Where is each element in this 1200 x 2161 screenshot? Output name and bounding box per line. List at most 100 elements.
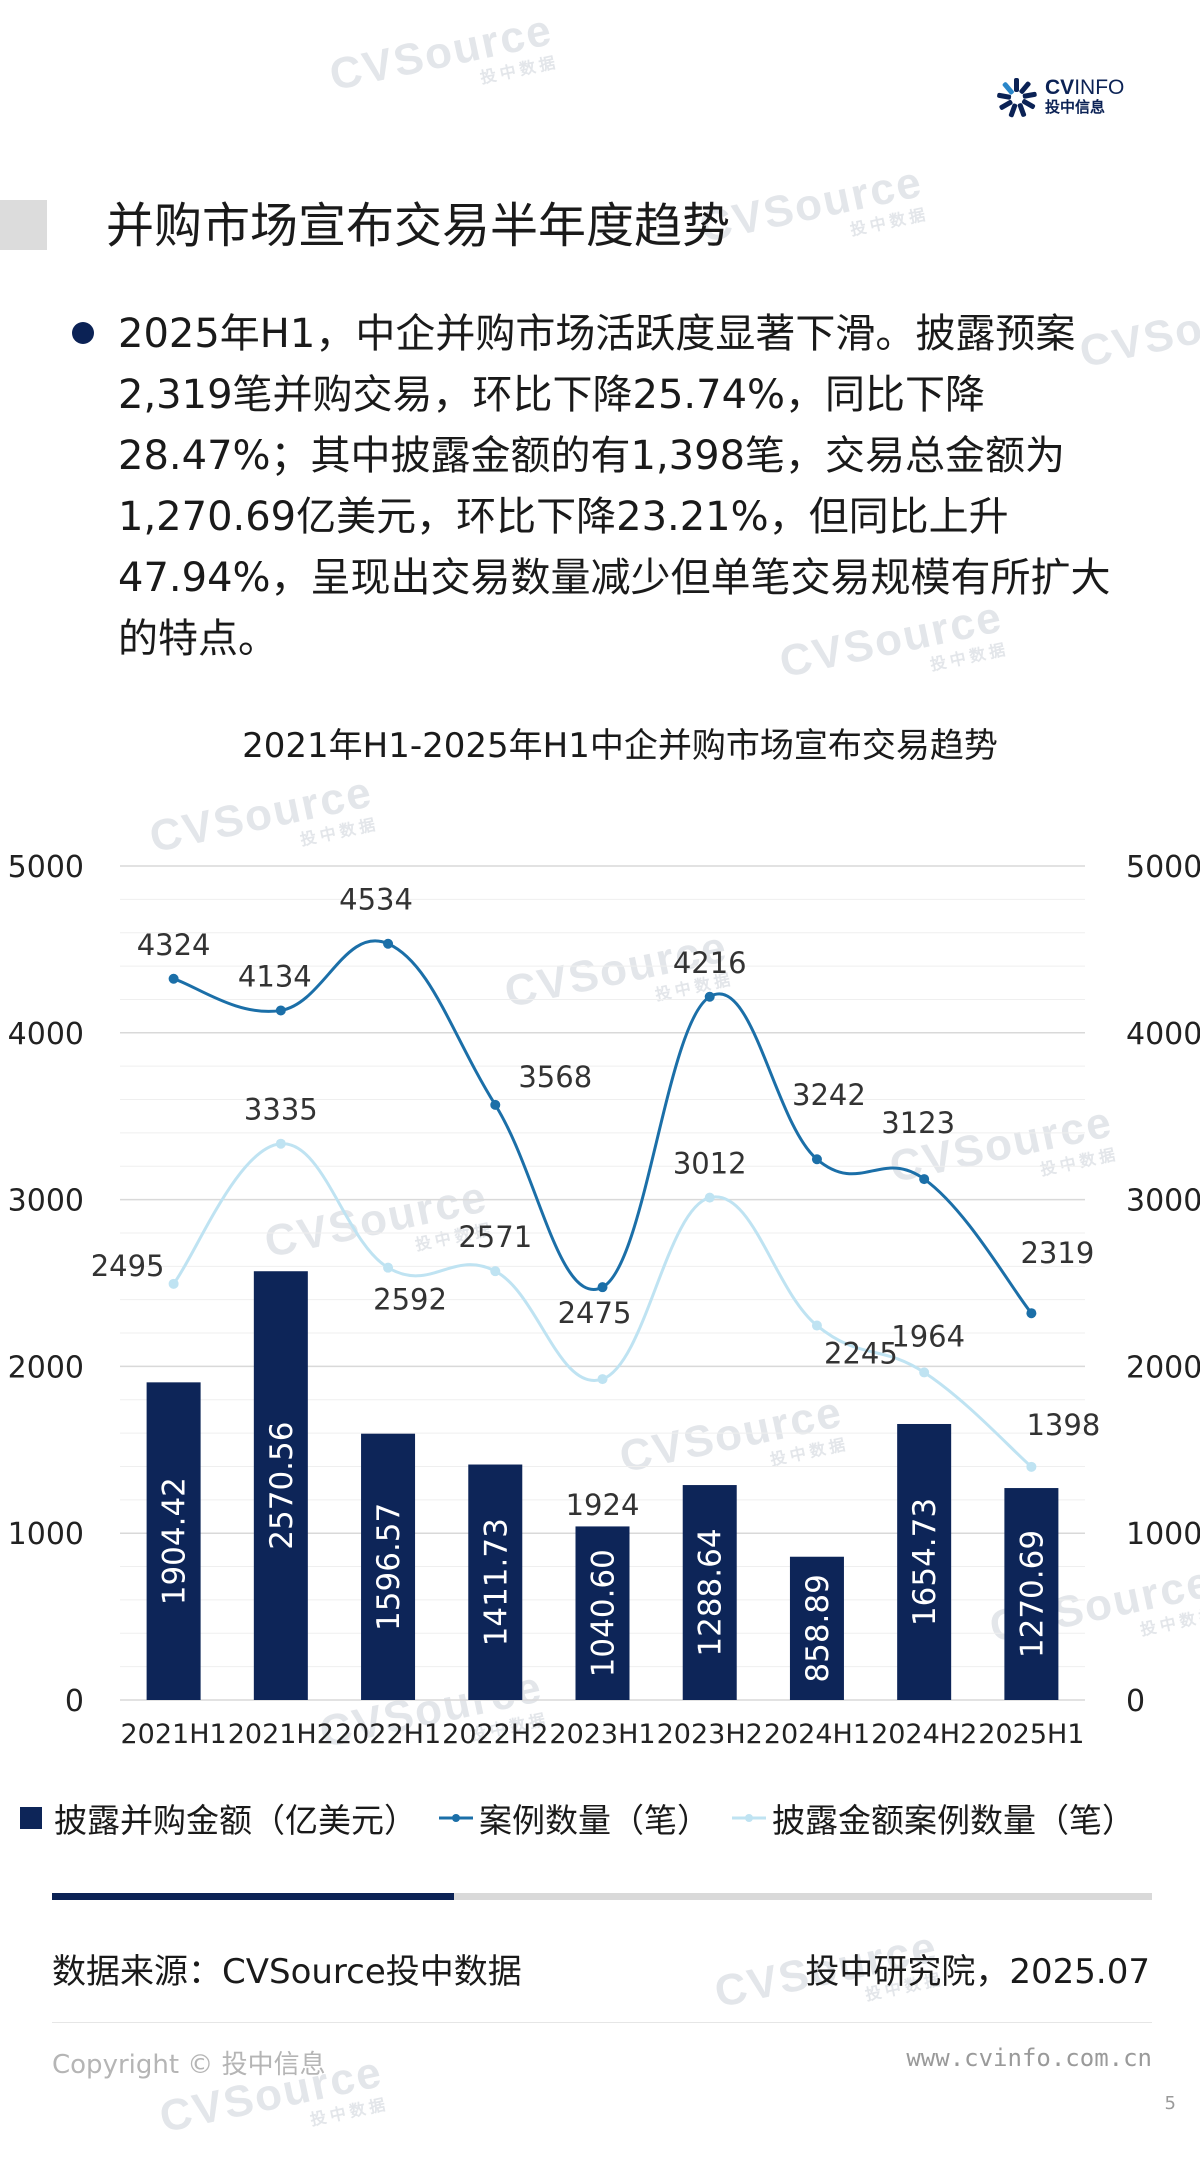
data-point	[168, 973, 179, 984]
line-data-label: 2592	[373, 1283, 447, 1317]
line-data-label: 1924	[566, 1488, 640, 1522]
line-data-label: 1964	[891, 1319, 965, 1353]
data-point	[383, 938, 394, 949]
bar-data-label: 1904.42	[157, 1477, 193, 1605]
line-data-label: 4534	[339, 883, 413, 917]
y-axis-left-tick-label: 5000	[8, 850, 84, 885]
line-data-label: 3568	[518, 1060, 592, 1094]
bar-data-label: 1040.60	[586, 1549, 622, 1677]
legend-item-disclosed-cases: 披露金额案例数量（笔）	[732, 1794, 1135, 1842]
bar	[897, 1423, 952, 1700]
legend-item-cases: 案例数量（笔）	[439, 1794, 710, 1842]
y-axis-left-tick-label: 4000	[8, 1017, 84, 1052]
bar-data-label: 1288.64	[693, 1528, 729, 1656]
y-axis-right-tick-label: 1000	[1126, 1517, 1200, 1552]
data-point	[597, 1374, 608, 1385]
x-axis-tick-label: 2023H1	[549, 1719, 655, 1750]
line-data-label: 2571	[458, 1220, 532, 1254]
data-point	[1026, 1461, 1037, 1472]
bar-data-label: 2570.56	[264, 1422, 300, 1550]
line-data-label: 3242	[792, 1078, 866, 1112]
chart-legend: 披露并购金额（亿美元） 案例数量（笔） 披露金额案例数量（笔）	[20, 1793, 1157, 1843]
bar-data-label: 1411.73	[478, 1518, 514, 1646]
bar-data-label: 1596.57	[371, 1503, 407, 1631]
data-point	[811, 1320, 822, 1331]
y-axis-right-tick-label: 3000	[1126, 1184, 1200, 1219]
x-axis-tick-label: 2022H1	[335, 1719, 441, 1750]
y-axis-left-tick-label: 3000	[8, 1184, 84, 1219]
x-axis-tick-label: 2022H2	[442, 1719, 548, 1750]
logo-name: CVINFO	[1045, 76, 1125, 99]
page-progress-fill	[52, 1893, 454, 1900]
legend-label: 案例数量（笔）	[479, 1801, 710, 1840]
page-number: 5	[1164, 2093, 1176, 2114]
data-point	[168, 1278, 179, 1289]
data-point	[919, 1367, 930, 1378]
x-axis-tick-label: 2025H1	[978, 1719, 1084, 1750]
line-data-label: 4134	[238, 959, 312, 993]
bar-data-label: 858.89	[800, 1574, 836, 1682]
bar	[146, 1382, 201, 1700]
bar	[1004, 1488, 1059, 1700]
data-point	[704, 991, 715, 1002]
legend-swatch-line-light	[732, 1814, 766, 1822]
data-point	[811, 1154, 822, 1165]
bar-data-label: 1654.73	[907, 1498, 943, 1626]
bar	[468, 1464, 523, 1700]
copyright: Copyright © 投中信息	[52, 2050, 326, 2080]
bar	[789, 1556, 844, 1700]
data-point	[490, 1266, 501, 1277]
institute-date: 投中研究院，2025.07	[805, 1952, 1150, 1992]
y-axis-right-tick-label: 2000	[1126, 1350, 1200, 1385]
line-data-label: 2475	[558, 1296, 632, 1330]
legend-swatch-bar	[20, 1807, 42, 1829]
y-axis-right-tick-label: 4000	[1126, 1017, 1200, 1052]
data-point	[919, 1174, 930, 1185]
x-axis-tick-label: 2023H2	[657, 1719, 763, 1750]
bar	[575, 1526, 630, 1700]
data-source: 数据来源：CVSource投中数据	[52, 1952, 522, 1992]
cvinfo-logo-icon	[997, 78, 1037, 118]
line-data-label: 2245	[824, 1337, 898, 1371]
legend-label: 披露金额案例数量（笔）	[772, 1801, 1135, 1840]
y-axis-left-tick-label: 1000	[8, 1517, 84, 1552]
line-data-label: 4324	[137, 928, 211, 962]
line-data-label: 2319	[1020, 1236, 1094, 1270]
bullet-icon	[72, 322, 94, 344]
x-axis-tick-label: 2021H1	[121, 1719, 227, 1750]
data-point	[704, 1192, 715, 1203]
data-point	[275, 1005, 286, 1016]
website-link[interactable]: www.cvinfo.com.cn	[906, 2044, 1152, 2072]
x-axis-tick-label: 2024H1	[764, 1719, 870, 1750]
legend-swatch-line-dark	[439, 1814, 473, 1822]
x-axis-tick-label: 2021H2	[228, 1719, 334, 1750]
legend-label: 披露并购金额（亿美元）	[54, 1801, 417, 1840]
footer-divider	[52, 2022, 1152, 2023]
line-data-label: 2495	[91, 1249, 165, 1283]
y-axis-left-tick-label: 2000	[8, 1350, 84, 1385]
title-accent-bar	[0, 200, 47, 250]
chart-title: 2021年H1-2025年H1中企并购市场宣布交易趋势	[242, 726, 998, 766]
summary-paragraph: 2025年H1，中企并购市场活跃度显著下滑。披露预案2,319笔并购交易，环比下…	[118, 311, 1111, 662]
data-point	[275, 1138, 286, 1149]
bar	[682, 1485, 737, 1700]
logo-subtitle: 投中信息	[1045, 98, 1106, 117]
data-point	[597, 1282, 608, 1293]
y-axis-left-tick-label: 0	[65, 1684, 84, 1719]
page-progress-bar	[52, 1893, 1152, 1900]
bar	[253, 1271, 308, 1700]
line-data-label: 3335	[244, 1093, 318, 1127]
combo-chart: 1904.42 2570.56 1596.57 1411.73 1040.60 1288.…	[8, 850, 1200, 1750]
y-axis-right-tick-label: 5000	[1126, 850, 1200, 885]
bar	[361, 1433, 416, 1700]
bar-data-label: 1270.69	[1014, 1530, 1050, 1658]
y-axis-right-tick-label: 0	[1126, 1684, 1145, 1719]
x-axis-tick-label: 2024H2	[871, 1719, 977, 1750]
line-data-label: 3123	[881, 1106, 955, 1140]
data-point	[1026, 1308, 1037, 1319]
line-data-label: 1398	[1026, 1408, 1100, 1442]
data-point	[383, 1262, 394, 1273]
series-line	[173, 939, 1033, 1315]
